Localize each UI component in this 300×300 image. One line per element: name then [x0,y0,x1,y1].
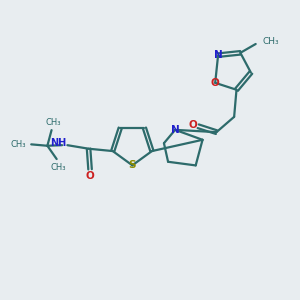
Text: N: N [171,125,179,135]
Text: CH₃: CH₃ [50,163,66,172]
Text: NH: NH [50,138,66,148]
Text: O: O [188,120,197,130]
Text: CH₃: CH₃ [262,37,279,46]
Text: CH₃: CH₃ [11,140,26,149]
Text: O: O [86,171,94,181]
Text: S: S [129,160,136,170]
Text: CH₃: CH₃ [45,118,61,127]
Text: N: N [214,50,223,60]
Text: O: O [211,78,220,88]
